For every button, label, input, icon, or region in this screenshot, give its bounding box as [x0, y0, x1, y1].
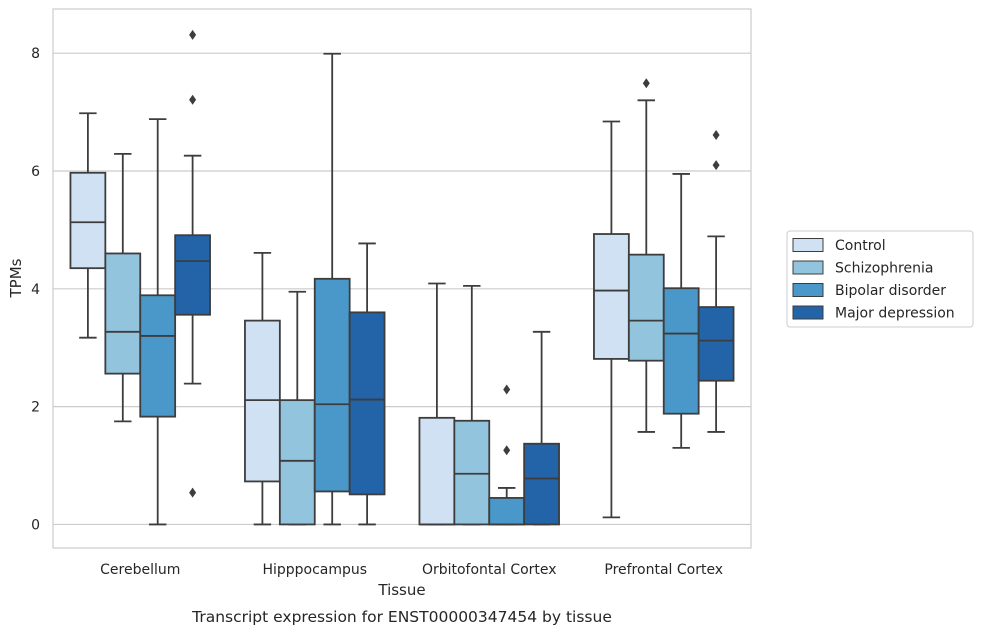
- x-tick-label: Hipppocampus: [262, 562, 367, 578]
- chart-caption: Transcript expression for ENST0000034745…: [191, 608, 612, 626]
- outlier-point: [189, 487, 197, 498]
- legend-swatch: [792, 283, 824, 297]
- outlier-point: [503, 384, 511, 395]
- legend-swatch: [792, 305, 824, 320]
- box-iqr: [348, 311, 386, 496]
- box-control: [69, 112, 107, 339]
- y-axis-label: TPMs: [7, 258, 25, 298]
- y-tick-label: 2: [31, 400, 40, 416]
- x-axis-label: Tissue: [377, 581, 425, 599]
- box-control: [593, 120, 630, 519]
- box-bipolar-disorder: [662, 173, 700, 449]
- outlier-point: [189, 94, 197, 105]
- box-schizophrenia: [104, 153, 142, 423]
- box-iqr: [313, 277, 351, 493]
- outlier-point: [712, 160, 720, 171]
- box-iqr: [104, 252, 142, 375]
- box-control: [418, 282, 456, 526]
- outlier-point: [642, 78, 650, 89]
- y-tick-label: 4: [31, 282, 40, 298]
- x-tick-label: Prefrontal Cortex: [604, 562, 723, 578]
- box-iqr: [627, 253, 665, 362]
- box-iqr: [488, 497, 526, 526]
- x-axis-ticks: Cerebellum Hipppocampus Orbitofontal Corte…: [100, 562, 723, 578]
- box-iqr: [174, 234, 211, 316]
- x-tick-label: Orbitofontal Cortex: [422, 562, 557, 578]
- box-iqr: [697, 306, 735, 382]
- box-iqr: [69, 171, 107, 270]
- legend-label: Control: [835, 238, 886, 254]
- legend-swatch: [792, 260, 824, 275]
- y-axis-ticks: 0 2 4 6 8: [31, 46, 40, 533]
- x-tick-label: Cerebellum: [100, 562, 180, 578]
- box-bipolar-disorder: [139, 118, 177, 526]
- box-iqr: [278, 399, 316, 526]
- box-major-depression: [697, 130, 735, 433]
- box-iqr: [523, 442, 560, 526]
- legend: Control Schizophrenia Bipolar disorder Majo…: [786, 230, 974, 328]
- legend-label: Schizophrenia: [835, 261, 933, 277]
- box-schizophrenia: [453, 284, 491, 526]
- box-iqr: [139, 294, 177, 418]
- outlier-point: [503, 445, 511, 456]
- legend-frame: [786, 230, 974, 328]
- y-tick-label: 0: [31, 517, 40, 533]
- box-major-depression: [348, 242, 386, 526]
- box-bipolar-disorder: [313, 52, 351, 526]
- box-iqr: [453, 419, 491, 526]
- outlier-point: [189, 29, 197, 40]
- box-bipolar-disorder: [488, 384, 526, 526]
- legend-swatch: [792, 238, 824, 252]
- box-major-depression: [174, 29, 211, 498]
- legend-label: Major depression: [835, 306, 955, 322]
- box-groups: [69, 29, 735, 526]
- box-iqr: [418, 416, 456, 526]
- legend-label: Bipolar disorder: [835, 283, 946, 299]
- outlier-point: [712, 130, 720, 141]
- y-tick-label: 6: [31, 164, 40, 180]
- y-tick-label: 8: [31, 46, 40, 62]
- box-schizophrenia: [278, 290, 316, 526]
- box-iqr: [593, 233, 630, 360]
- box-schizophrenia: [627, 78, 665, 433]
- box-major-depression: [523, 330, 560, 526]
- box-iqr: [662, 287, 700, 415]
